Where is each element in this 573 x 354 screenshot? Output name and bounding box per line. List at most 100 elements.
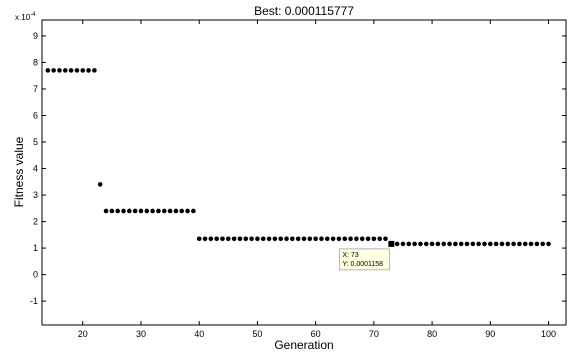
data-point bbox=[499, 241, 505, 247]
x-axis-ticks: 20 30 40 50 60 70 80 90 100 bbox=[78, 20, 556, 339]
data-point bbox=[534, 241, 540, 247]
data-point bbox=[196, 236, 202, 242]
y-tick-label: -1 bbox=[30, 296, 38, 306]
data-point bbox=[470, 241, 476, 247]
data-point bbox=[319, 236, 324, 242]
data-point bbox=[324, 236, 330, 242]
data-point bbox=[272, 236, 278, 242]
data-point bbox=[191, 208, 196, 214]
data-point bbox=[260, 236, 266, 242]
data-point bbox=[435, 241, 441, 247]
data-point bbox=[458, 241, 464, 247]
data-point bbox=[488, 241, 493, 247]
data-point bbox=[301, 236, 307, 242]
data-point bbox=[226, 236, 231, 242]
data-point bbox=[394, 241, 400, 247]
data-point bbox=[57, 68, 62, 73]
datatip[interactable]: X: 73 Y: 0.0001158 bbox=[339, 240, 395, 271]
data-point bbox=[365, 236, 371, 242]
data-point bbox=[97, 182, 103, 187]
data-point bbox=[132, 208, 138, 214]
data-point bbox=[144, 208, 150, 214]
x-tick-label: 40 bbox=[194, 329, 204, 339]
x-tick-label: 20 bbox=[78, 329, 88, 339]
data-point bbox=[330, 236, 336, 242]
data-points bbox=[45, 68, 551, 247]
data-point bbox=[237, 236, 243, 242]
y-tick-label: 6 bbox=[33, 110, 38, 120]
y-exponent-label: x 10-4 bbox=[15, 12, 36, 22]
data-point bbox=[371, 236, 377, 242]
data-point bbox=[51, 68, 56, 73]
x-tick-label: 90 bbox=[485, 329, 495, 339]
data-point bbox=[266, 236, 272, 242]
data-point bbox=[522, 241, 528, 247]
data-point bbox=[185, 208, 190, 214]
data-point bbox=[202, 236, 208, 242]
data-point bbox=[284, 236, 289, 242]
data-point bbox=[231, 236, 237, 242]
data-point bbox=[493, 241, 499, 247]
data-point bbox=[453, 241, 458, 247]
data-point bbox=[295, 236, 301, 242]
data-point bbox=[156, 208, 161, 214]
data-point bbox=[359, 236, 365, 242]
x-tick-label: 60 bbox=[311, 329, 321, 339]
y-tick-label: 5 bbox=[33, 137, 38, 147]
data-point bbox=[278, 236, 284, 242]
data-point bbox=[354, 236, 359, 242]
data-point bbox=[423, 241, 429, 247]
data-point bbox=[412, 241, 417, 247]
data-point bbox=[464, 241, 470, 247]
data-point bbox=[127, 208, 132, 214]
data-point bbox=[167, 208, 173, 214]
data-point bbox=[115, 208, 120, 214]
data-point bbox=[220, 236, 225, 242]
x-tick-label: 30 bbox=[136, 329, 146, 339]
data-point bbox=[74, 68, 80, 73]
x-tick-label: 100 bbox=[541, 329, 556, 339]
data-point bbox=[243, 236, 249, 242]
y-axis-ticks: -1 0 1 2 3 4 5 6 7 8 9 bbox=[30, 31, 566, 306]
x-tick-label: 70 bbox=[369, 329, 379, 339]
data-point bbox=[161, 208, 167, 214]
x-tick-label: 50 bbox=[252, 329, 262, 339]
data-point bbox=[173, 208, 179, 214]
data-point bbox=[121, 208, 126, 214]
data-point bbox=[179, 208, 185, 214]
data-point bbox=[150, 208, 155, 214]
x-tick-label: 80 bbox=[427, 329, 437, 339]
data-point bbox=[68, 68, 74, 73]
data-point bbox=[307, 236, 313, 242]
y-tick-label: 9 bbox=[33, 31, 38, 41]
data-point bbox=[540, 241, 546, 247]
datatip-y-text: Y: 0.0001158 bbox=[342, 261, 383, 268]
data-point bbox=[336, 236, 342, 242]
data-point bbox=[418, 241, 423, 247]
y-tick-label: 7 bbox=[33, 84, 38, 94]
data-point bbox=[441, 241, 447, 247]
data-point bbox=[377, 236, 382, 242]
data-point bbox=[138, 208, 144, 214]
data-point bbox=[511, 241, 516, 247]
data-point bbox=[476, 241, 481, 247]
data-point bbox=[45, 68, 51, 73]
y-tick-label: 4 bbox=[33, 164, 38, 174]
data-point bbox=[482, 241, 487, 247]
data-point bbox=[80, 68, 86, 73]
data-point bbox=[86, 68, 91, 73]
data-point bbox=[103, 208, 109, 214]
y-tick-label: 2 bbox=[33, 217, 38, 227]
data-point bbox=[290, 236, 295, 242]
datatip-marker[interactable] bbox=[388, 240, 395, 247]
data-point bbox=[546, 241, 551, 247]
data-point bbox=[255, 236, 260, 242]
y-axis-label: Fitness value bbox=[12, 136, 26, 207]
data-point bbox=[208, 236, 214, 242]
data-point bbox=[383, 236, 388, 242]
plot-area bbox=[41, 19, 567, 326]
data-point bbox=[92, 68, 97, 73]
data-point bbox=[348, 236, 353, 242]
datatip-box bbox=[339, 248, 390, 271]
